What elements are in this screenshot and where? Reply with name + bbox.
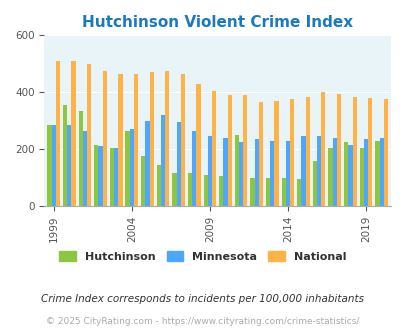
Bar xyxy=(367,98,371,206)
Bar xyxy=(289,99,294,206)
Bar xyxy=(145,121,149,206)
Bar xyxy=(55,61,60,206)
Bar xyxy=(254,139,258,206)
Bar xyxy=(363,139,367,206)
Bar xyxy=(203,175,207,206)
Bar xyxy=(296,179,301,206)
Bar xyxy=(239,142,243,206)
Bar xyxy=(63,105,67,206)
Bar xyxy=(118,74,122,206)
Bar xyxy=(285,141,289,206)
Bar xyxy=(98,147,102,206)
Bar xyxy=(320,92,325,206)
Bar xyxy=(156,165,160,206)
Bar xyxy=(51,125,55,206)
Bar xyxy=(234,135,239,206)
Bar xyxy=(352,97,356,206)
Bar xyxy=(180,74,185,206)
Bar xyxy=(301,136,305,206)
Bar xyxy=(374,141,379,206)
Legend: Hutchinson, Minnesota, National: Hutchinson, Minnesota, National xyxy=(55,247,350,267)
Bar xyxy=(359,148,363,206)
Bar xyxy=(316,136,320,206)
Bar xyxy=(219,176,223,206)
Bar xyxy=(258,102,262,206)
Bar xyxy=(347,145,352,206)
Bar xyxy=(188,174,192,206)
Bar xyxy=(160,115,165,206)
Bar xyxy=(336,94,340,206)
Bar xyxy=(83,131,87,206)
Bar xyxy=(265,178,270,206)
Bar xyxy=(192,131,196,206)
Bar xyxy=(134,74,138,206)
Bar xyxy=(129,129,134,206)
Text: Crime Index corresponds to incidents per 100,000 inhabitants: Crime Index corresponds to incidents per… xyxy=(41,294,364,304)
Bar xyxy=(274,101,278,206)
Bar xyxy=(71,61,75,206)
Bar xyxy=(305,97,309,206)
Bar xyxy=(207,136,211,206)
Bar xyxy=(250,178,254,206)
Bar xyxy=(332,138,336,206)
Bar xyxy=(79,111,83,206)
Bar xyxy=(281,178,285,206)
Bar xyxy=(176,122,180,206)
Bar xyxy=(328,148,332,206)
Bar xyxy=(270,141,274,206)
Bar xyxy=(312,161,316,206)
Bar xyxy=(211,91,215,206)
Bar xyxy=(94,145,98,206)
Bar xyxy=(379,138,383,206)
Bar xyxy=(343,142,347,206)
Bar xyxy=(227,95,231,206)
Bar xyxy=(383,99,387,206)
Bar xyxy=(125,131,129,206)
Bar xyxy=(141,156,145,206)
Title: Hutchinson Violent Crime Index: Hutchinson Violent Crime Index xyxy=(82,15,352,30)
Text: © 2025 CityRating.com - https://www.cityrating.com/crime-statistics/: © 2025 CityRating.com - https://www.city… xyxy=(46,317,359,326)
Bar xyxy=(149,72,153,206)
Bar xyxy=(172,174,176,206)
Bar xyxy=(102,71,107,206)
Bar xyxy=(196,84,200,206)
Bar xyxy=(114,148,118,206)
Bar xyxy=(223,138,227,206)
Bar xyxy=(110,148,114,206)
Bar xyxy=(87,64,91,206)
Bar xyxy=(243,95,247,206)
Bar xyxy=(47,125,51,206)
Bar xyxy=(165,71,169,206)
Bar xyxy=(67,125,71,206)
